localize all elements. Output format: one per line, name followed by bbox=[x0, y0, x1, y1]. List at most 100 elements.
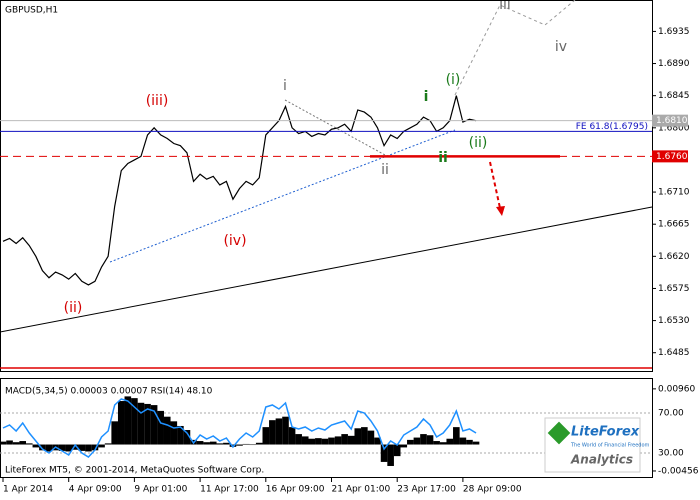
macd-bar bbox=[137, 402, 145, 445]
price-line bbox=[2, 95, 477, 286]
macd-bar bbox=[85, 444, 92, 452]
macd-bar bbox=[308, 438, 316, 445]
logo-icon bbox=[547, 421, 571, 445]
chart-title: GBPUSD,H1 bbox=[5, 6, 58, 16]
macd-bar bbox=[144, 403, 151, 445]
footer: LiteForex MT5, © 2001-2014, MetaQuotes S… bbox=[5, 466, 264, 476]
wave-label: i bbox=[424, 89, 429, 105]
logo-name: LiteForex bbox=[571, 425, 640, 440]
macd-bar bbox=[124, 396, 132, 445]
macd-bar bbox=[150, 405, 158, 445]
macd-bar bbox=[71, 444, 79, 450]
y-tick-label: 0.00960 bbox=[658, 384, 695, 394]
macd-bar bbox=[249, 444, 256, 446]
macd-bar bbox=[65, 444, 72, 452]
macd-bar bbox=[466, 439, 473, 445]
wave-label: (ii) bbox=[469, 135, 488, 151]
macd-bar bbox=[387, 444, 394, 466]
wave-label: ii bbox=[438, 150, 448, 166]
macd-bar bbox=[6, 440, 13, 445]
x-tick-label: 11 Apr 17:00 bbox=[200, 485, 259, 495]
macd-bar bbox=[374, 437, 381, 445]
macd-bar bbox=[426, 435, 434, 445]
macd-bar bbox=[453, 427, 460, 445]
macd-bar bbox=[354, 428, 362, 445]
current-price-box bbox=[652, 114, 688, 127]
macd-bar bbox=[170, 421, 178, 445]
macd-bar bbox=[242, 443, 250, 445]
macd-bar bbox=[216, 443, 224, 445]
macd-bar bbox=[255, 442, 263, 445]
wave-label: (iii) bbox=[146, 93, 169, 109]
wave-label: (i) bbox=[446, 72, 461, 88]
macd-bar bbox=[223, 442, 230, 445]
y-tick-label: 1.6710 bbox=[658, 188, 690, 198]
level-price-box bbox=[652, 150, 688, 163]
macd-bar bbox=[78, 444, 86, 451]
macd-bar bbox=[157, 410, 164, 445]
x-tick-label: 1 Apr 2014 bbox=[3, 485, 53, 495]
macd-bar bbox=[117, 401, 125, 445]
macd-bar bbox=[400, 444, 408, 448]
macd-bar bbox=[446, 438, 454, 445]
macd-bar bbox=[177, 425, 184, 445]
y-tick-label: 1.6575 bbox=[658, 284, 690, 294]
y-tick-label: 1.6485 bbox=[658, 348, 690, 358]
wave-line bbox=[284, 99, 386, 156]
macd-bar bbox=[45, 444, 53, 452]
y2-tick-label: 30.00 bbox=[658, 449, 684, 459]
y-tick-label: 1.6935 bbox=[658, 27, 690, 37]
level-price-label: 1.6760 bbox=[656, 152, 688, 162]
macd-bar bbox=[32, 444, 40, 448]
macd-bar bbox=[407, 439, 414, 445]
x-tick-label: 16 Apr 09:00 bbox=[266, 485, 325, 495]
macd-bar bbox=[341, 434, 348, 445]
macd-bar bbox=[295, 434, 302, 445]
macd-bar bbox=[12, 442, 20, 445]
current-price-label: 1.6810 bbox=[656, 116, 688, 126]
logo-label: Analytics bbox=[570, 453, 633, 467]
macd-bar bbox=[315, 438, 322, 445]
x-tick-label: 4 Apr 09:00 bbox=[69, 485, 122, 495]
wave-label: (ii) bbox=[64, 300, 83, 316]
macd-bar bbox=[91, 444, 99, 451]
x-tick-label: 9 Apr 01:00 bbox=[134, 485, 187, 495]
logo: LiteForex The World of Financial Freedom… bbox=[544, 417, 650, 473]
macd-bar bbox=[111, 421, 118, 445]
wave-label: iii bbox=[499, 0, 511, 13]
y-tick-label: -0.00456 bbox=[658, 466, 699, 476]
macd-bar bbox=[367, 430, 375, 445]
indicator-panel-frame bbox=[0, 378, 653, 478]
y-tick-label: 1.6845 bbox=[658, 91, 690, 101]
wave-label: (iv) bbox=[223, 233, 246, 249]
channel-line bbox=[109, 129, 456, 263]
macd-bar bbox=[459, 437, 467, 445]
logo-tagline: The World of Financial Freedom bbox=[570, 443, 650, 449]
main-panel-frame bbox=[0, 0, 653, 372]
y2-tick-label: 70.00 bbox=[658, 409, 684, 419]
macd-bar bbox=[163, 416, 171, 445]
macd-bar bbox=[203, 442, 210, 445]
y-tick-label: 1.6800 bbox=[658, 123, 690, 133]
macd-bar bbox=[131, 398, 138, 445]
macd-bar bbox=[275, 418, 283, 445]
wave-label: iv bbox=[555, 39, 567, 55]
macd-bar bbox=[58, 444, 66, 451]
macd-bar bbox=[380, 444, 388, 462]
y-tick-label: 1.6530 bbox=[658, 316, 690, 326]
macd-bar bbox=[19, 441, 27, 445]
macd-bar bbox=[39, 444, 46, 451]
fe-level-label: FE 61.8(1.6795) bbox=[576, 122, 648, 132]
macd-bar bbox=[288, 427, 296, 445]
macd-bar bbox=[361, 427, 368, 445]
macd-bar bbox=[269, 420, 276, 445]
macd-bar bbox=[282, 416, 289, 445]
macd-bar bbox=[321, 438, 329, 445]
macd-bar bbox=[0, 441, 7, 445]
macd-bar bbox=[334, 436, 342, 445]
x-tick-label: 21 Apr 01:00 bbox=[332, 485, 391, 495]
macd-bar bbox=[104, 443, 112, 445]
projection-line bbox=[454, 0, 576, 96]
